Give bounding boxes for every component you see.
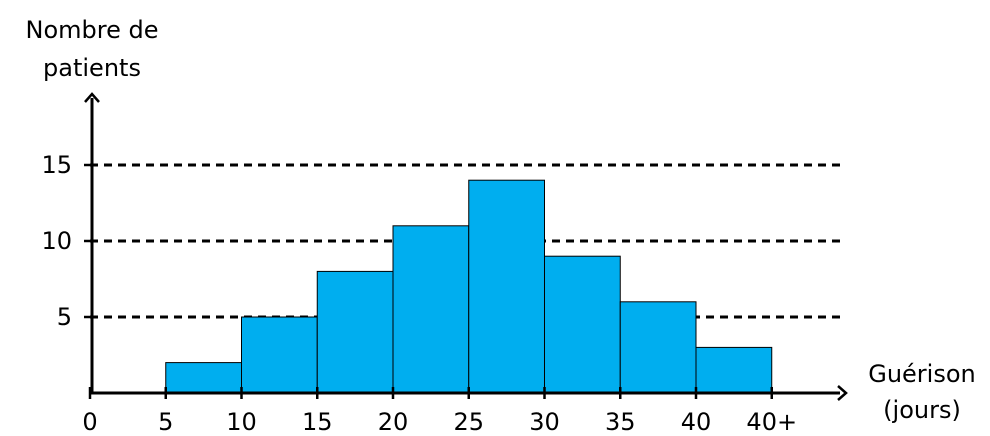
y-tick-label: 5 [57,303,72,331]
histogram-bar [619,301,697,394]
x-tick-label: 0 [82,408,97,436]
x-tick-label: 15 [302,408,333,436]
histogram-bar [316,270,394,394]
histogram-bar [544,255,621,394]
histogram-bar [241,316,318,394]
tick-marks [84,163,773,399]
x-tick-label: 35 [605,408,636,436]
histogram-bar [165,362,242,394]
x-tick-label: 25 [453,408,484,436]
x-tick-label: 40+ [746,408,797,436]
histogram-bar [695,346,773,394]
histogram-bar [468,179,545,394]
y-axis-label-line-1: Nombre de [26,16,159,44]
y-tick-label: 10 [41,227,72,255]
y-axis-label-line-2: patients [43,54,141,82]
x-tick-label: 20 [378,408,409,436]
x-tick-label: 10 [226,408,257,436]
x-tick-label: 5 [158,408,173,436]
y-tick-label: 15 [41,151,72,179]
x-axis-label-line-2: (jours) [883,396,961,424]
bars [165,179,773,394]
histogram-bar [392,225,470,394]
x-tick-label: 30 [529,408,560,436]
axes [84,92,848,401]
x-tick-labels: 0 5 10 15 20 25 30 35 40 40+ [82,408,797,436]
x-axis-arrowhead [837,385,848,401]
x-tick-label: 40 [681,408,712,436]
y-axis-arrowhead [84,92,100,103]
y-tick-labels: 5 10 15 [41,151,72,331]
x-axis-label-line-1: Guérison [868,360,976,388]
